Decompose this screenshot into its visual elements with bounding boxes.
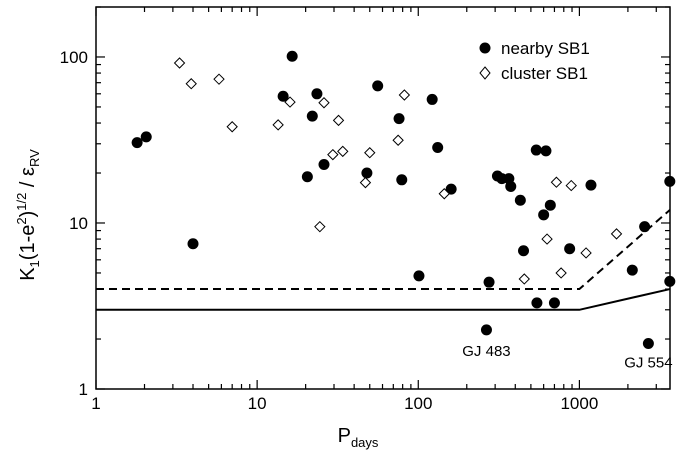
cluster-sb1-point bbox=[173, 57, 186, 69]
legend-label-cluster: cluster SB1 bbox=[501, 64, 588, 83]
cluster-sb1-point bbox=[541, 233, 553, 245]
y-tick-label: 100 bbox=[60, 48, 88, 67]
x-tick-label: 1000 bbox=[560, 394, 598, 413]
cluster-sb1-point bbox=[438, 188, 450, 200]
cluster-sb1-point bbox=[565, 179, 577, 192]
reference-lines bbox=[96, 209, 671, 311]
nearby-sb1-point bbox=[585, 179, 597, 191]
x-tick-label: 1 bbox=[91, 394, 100, 413]
cluster-sb1-point bbox=[332, 114, 345, 127]
tick-labels: 1 10 100 1000 1 10 100 bbox=[60, 48, 599, 413]
nearby-sb1-point bbox=[480, 324, 492, 336]
nearby-sb1-point bbox=[505, 180, 517, 192]
cluster-sb1-point bbox=[226, 121, 238, 133]
nearby-sb1-point bbox=[639, 221, 651, 233]
nearby-sb1-point bbox=[426, 93, 438, 105]
point-annotation: GJ 483 bbox=[462, 343, 510, 360]
data-points bbox=[131, 50, 676, 349]
nearby-sb1-point bbox=[445, 183, 457, 195]
cluster-sb1-point bbox=[518, 273, 530, 285]
nearby-sb1-point bbox=[396, 174, 408, 186]
cluster-sb1-point bbox=[364, 147, 376, 159]
axis-ticks bbox=[95, 6, 670, 390]
cluster-sb1-point bbox=[392, 134, 404, 146]
cluster-sb1-point bbox=[213, 73, 225, 85]
legend-label-nearby: nearby SB1 bbox=[501, 39, 590, 58]
solid-threshold-line bbox=[96, 288, 671, 311]
cluster-sb1-point bbox=[327, 148, 339, 161]
nearby-sb1-point bbox=[393, 113, 405, 125]
legend-marker-cluster bbox=[479, 66, 491, 80]
cluster-sb1-point bbox=[314, 220, 326, 233]
nearby-sb1-point bbox=[311, 88, 323, 100]
legend: nearby SB1 cluster SB1 bbox=[479, 39, 590, 83]
nearby-sb1-point bbox=[540, 145, 552, 157]
nearby-sb1-point bbox=[187, 238, 199, 250]
nearby-sb1-point bbox=[277, 90, 289, 102]
nearby-sb1-point bbox=[140, 131, 152, 143]
cluster-sb1-point bbox=[610, 228, 623, 240]
nearby-sb1-point bbox=[131, 137, 143, 149]
nearby-sb1-point bbox=[301, 171, 313, 183]
nearby-sb1-point bbox=[518, 245, 530, 257]
nearby-sb1-point bbox=[286, 50, 298, 62]
dashed-threshold-line bbox=[96, 209, 671, 291]
y-tick-label: 1 bbox=[79, 380, 88, 399]
x-axis-label: Pdays bbox=[338, 425, 379, 450]
y-axis-label: K1(1-e2)1/2 / εRV bbox=[14, 149, 42, 281]
nearby-sb1-point bbox=[318, 159, 330, 171]
x-tick-label: 100 bbox=[404, 394, 432, 413]
y-tick-label: 10 bbox=[69, 214, 88, 233]
point-annotation: GJ 554 bbox=[624, 354, 672, 371]
nearby-sb1-point bbox=[626, 264, 638, 276]
nearby-sb1-point bbox=[413, 270, 425, 282]
cluster-sb1-point bbox=[580, 247, 592, 259]
annotations: GJ 483 GJ 554 bbox=[462, 343, 672, 371]
cluster-sb1-point bbox=[359, 176, 372, 189]
legend-marker-nearby bbox=[479, 42, 491, 54]
cluster-sb1-point bbox=[550, 176, 563, 188]
x-tick-label: 10 bbox=[248, 394, 267, 413]
nearby-sb1-point bbox=[530, 144, 542, 156]
cluster-sb1-point bbox=[337, 145, 349, 158]
cluster-sb1-point bbox=[555, 267, 567, 279]
nearby-sb1-point bbox=[548, 297, 560, 309]
nearby-sb1-point bbox=[564, 243, 576, 255]
nearby-sb1-point bbox=[432, 141, 444, 153]
cluster-sb1-point bbox=[284, 96, 296, 108]
nearby-sb1-point bbox=[372, 80, 384, 92]
nearby-sb1-point bbox=[544, 199, 556, 211]
cluster-sb1-point bbox=[272, 119, 284, 131]
nearby-sb1-point bbox=[483, 276, 495, 288]
nearby-sb1-point bbox=[306, 110, 318, 122]
nearby-sb1-point bbox=[538, 209, 550, 221]
nearby-sb1-point bbox=[514, 194, 526, 206]
cluster-sb1-point bbox=[318, 97, 330, 109]
nearby-sb1-point bbox=[642, 337, 654, 349]
plot-frame bbox=[95, 6, 671, 390]
nearby-sb1-point bbox=[361, 167, 373, 179]
nearby-sb1-point bbox=[531, 297, 543, 309]
cluster-sb1-point bbox=[398, 89, 411, 101]
cluster-sb1-point bbox=[185, 78, 197, 90]
